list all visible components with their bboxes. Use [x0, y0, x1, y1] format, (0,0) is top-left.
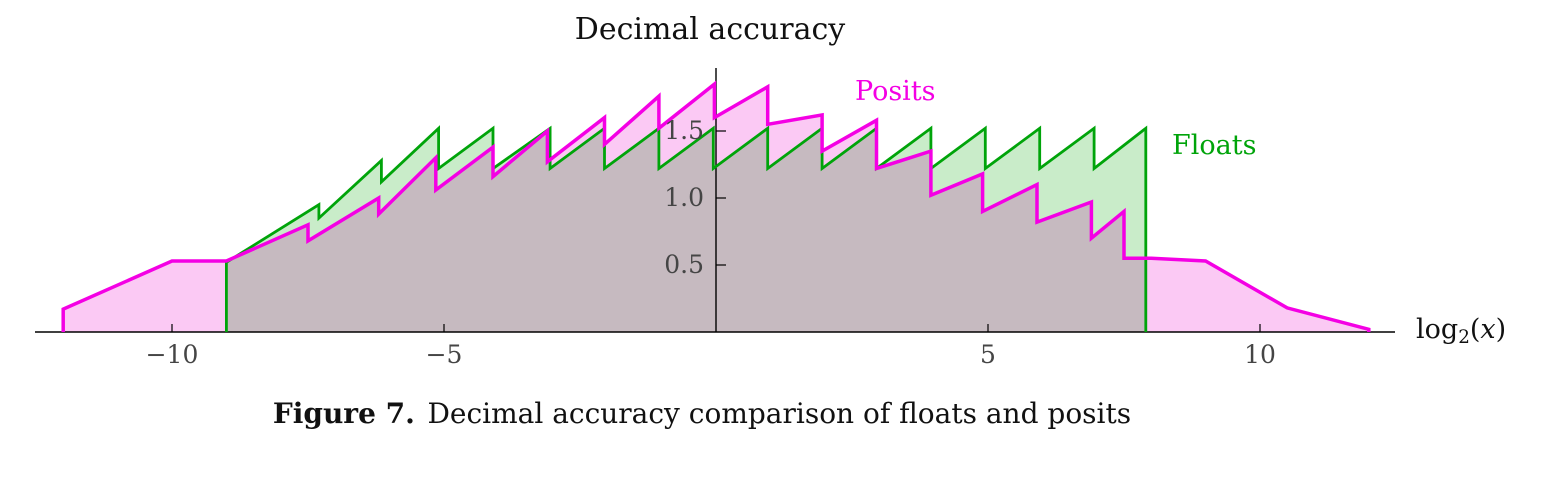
x-tick-label: 10 — [1244, 340, 1276, 369]
y-tick-label: 1.0 — [664, 183, 704, 212]
legend-floats-label: Floats — [1172, 130, 1257, 161]
x-axis-label-close-paren: ) — [1495, 314, 1507, 345]
figure-caption: Figure 7. Decimal accuracy comparison of … — [273, 397, 1131, 430]
figure-caption-text: Decimal accuracy comparison of floats an… — [427, 397, 1132, 430]
legend-posits-label: Posits — [855, 76, 936, 107]
x-axis-label-open-paren: ( — [1469, 314, 1481, 345]
x-axis-label-log: log — [1416, 314, 1459, 345]
x-tick-label: 5 — [980, 340, 996, 369]
x-axis-label-subscript: 2 — [1458, 327, 1470, 349]
y-tick-label: 1.5 — [664, 116, 704, 145]
x-axis-label: log2(x) — [1416, 314, 1506, 348]
figure-caption-label: Figure 7. — [272, 397, 415, 430]
x-axis-label-variable: x — [1480, 314, 1496, 345]
chart-title: Decimal accuracy — [574, 12, 846, 47]
x-tick-label: −5 — [425, 340, 463, 369]
x-tick-label: −10 — [145, 340, 199, 369]
floats-curve — [224, 125, 1148, 332]
posits-curve — [61, 80, 1371, 332]
y-tick-label: 0.5 — [664, 250, 704, 279]
